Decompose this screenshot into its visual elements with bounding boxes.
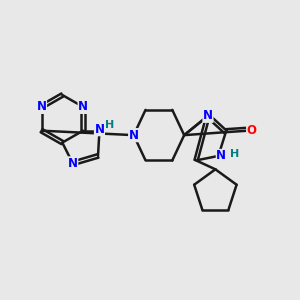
Text: N: N — [129, 129, 139, 142]
Text: N: N — [94, 123, 104, 136]
Text: N: N — [216, 149, 226, 162]
Text: H: H — [105, 120, 115, 130]
Text: H: H — [230, 149, 239, 160]
Text: O: O — [247, 124, 256, 137]
Text: N: N — [78, 100, 88, 113]
Text: N: N — [37, 100, 46, 113]
Text: N: N — [68, 157, 78, 170]
Text: N: N — [203, 109, 213, 122]
